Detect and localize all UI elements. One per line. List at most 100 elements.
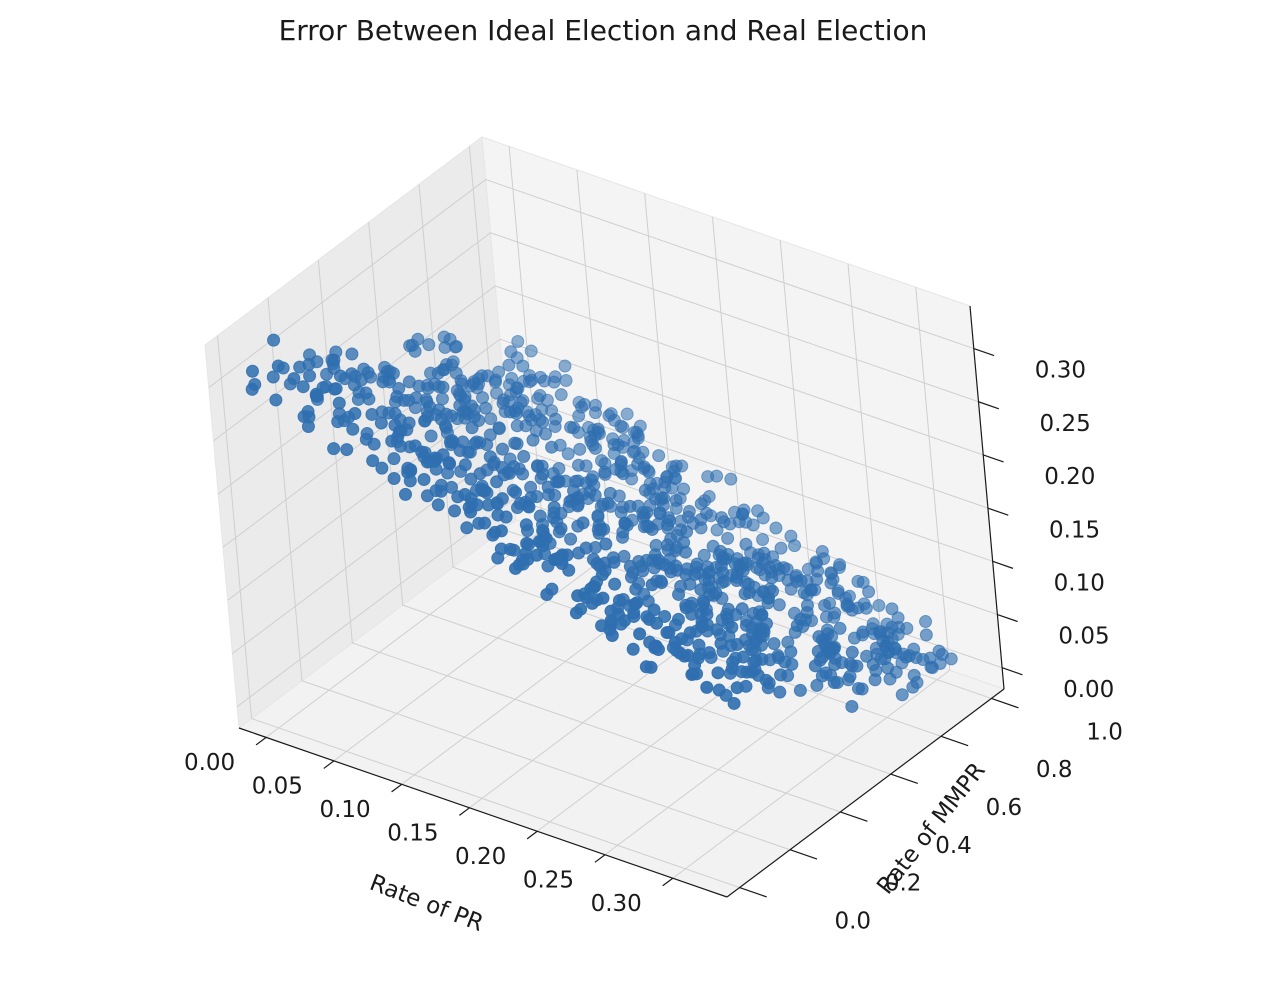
scatter-point (558, 359, 572, 373)
scatter-point (510, 419, 524, 433)
gridline-z-back (495, 285, 984, 456)
scatter-point (872, 599, 886, 613)
scatter-point (587, 579, 601, 593)
scatter-point (702, 490, 716, 504)
scatter-point (572, 409, 586, 423)
scatter-point (460, 521, 474, 535)
scatter-point (808, 659, 822, 673)
scatter-point (536, 415, 550, 429)
scatter-point (827, 676, 841, 690)
scatter-point (778, 655, 792, 669)
scatter-point (694, 513, 708, 527)
scatter-point (394, 424, 408, 438)
z-tick-label: 0.10 (1054, 570, 1105, 596)
scatter-point (481, 498, 495, 512)
scatter-point (424, 429, 438, 443)
scatter-point (588, 441, 602, 455)
x-tick-label: 0.20 (455, 844, 506, 870)
scatter-point (596, 497, 610, 511)
scatter-point (756, 532, 770, 546)
scatter-point (833, 558, 847, 572)
scatter-point (567, 484, 581, 498)
scatter-point (388, 407, 402, 421)
scatter-point (790, 619, 804, 633)
y-tick-label: 0.4 (935, 833, 972, 859)
scatter-point (714, 636, 728, 650)
scatter-point (828, 658, 842, 672)
scatter-point (639, 660, 653, 674)
scatter-point (781, 573, 795, 587)
scatter-point (883, 672, 897, 686)
scatter-point (767, 637, 781, 651)
scatter-point (683, 599, 697, 613)
scatter-point (588, 398, 602, 412)
gridline-y-floor (251, 718, 740, 889)
scatter-point (492, 422, 506, 436)
chart-title: Error Between Ideal Election and Real El… (279, 14, 928, 47)
scatter-point (245, 364, 259, 378)
scatter-point (367, 437, 381, 451)
scatter-point (509, 485, 523, 499)
x-tick-mark (594, 854, 606, 863)
scatter-point (885, 602, 899, 616)
scatter-point (539, 427, 553, 441)
scatter-point (293, 360, 307, 374)
scatter-point (845, 699, 859, 713)
scatter-point (749, 634, 763, 648)
y-tick-mark (739, 886, 767, 898)
scatter-point (700, 608, 714, 622)
scatter-point (340, 443, 354, 457)
scatter-point (682, 504, 696, 518)
scatter-point (571, 499, 585, 513)
scatter-point (348, 407, 362, 421)
scatter-point (671, 612, 685, 626)
scatter-point (390, 390, 404, 404)
scatter-point (765, 571, 779, 585)
y-tick-label: 0.0 (834, 908, 871, 934)
scatter-point (851, 574, 865, 588)
scatter-point (919, 628, 933, 642)
scatter-point (533, 389, 547, 403)
scatter-point (579, 591, 593, 605)
scatter-point (761, 596, 775, 610)
scatter-point (935, 647, 949, 661)
scatter-point (828, 606, 842, 620)
scatter-point (766, 584, 780, 598)
scatter-point (504, 345, 518, 359)
scatter-point (730, 574, 744, 588)
scatter-point (769, 521, 783, 535)
scatter-point (524, 344, 538, 358)
scatter-point (721, 531, 735, 545)
scatter-point (881, 661, 895, 675)
scatter-point (774, 668, 788, 682)
x-tick-mark (323, 760, 335, 769)
z-tick-mark (987, 507, 1009, 516)
scatter-point (386, 366, 400, 380)
scatter-point (596, 591, 610, 605)
scatter-point (503, 405, 517, 419)
scatter-point (679, 568, 693, 582)
scatter-point (738, 587, 752, 601)
scatter-point (715, 613, 729, 627)
scatter-point (784, 645, 798, 659)
scatter-point (608, 577, 622, 591)
scatter-point (669, 493, 683, 507)
scatter-point (541, 480, 555, 494)
scatter-point (327, 442, 341, 456)
gridline-y-floor (301, 680, 791, 851)
scatter-point (794, 574, 808, 588)
scatter-point (736, 507, 750, 521)
scatter-point (730, 681, 744, 695)
scatter-point (714, 544, 728, 558)
scatter-point (620, 518, 634, 532)
scatter-point (603, 486, 617, 500)
panes (204, 136, 1006, 898)
scatter-point (669, 459, 683, 473)
scatter-point (611, 438, 625, 452)
x-tick-mark (526, 830, 538, 840)
scatter-point (831, 586, 845, 600)
scatter-point (810, 572, 824, 586)
scatter-point (709, 586, 723, 600)
scatter-point (824, 576, 838, 590)
